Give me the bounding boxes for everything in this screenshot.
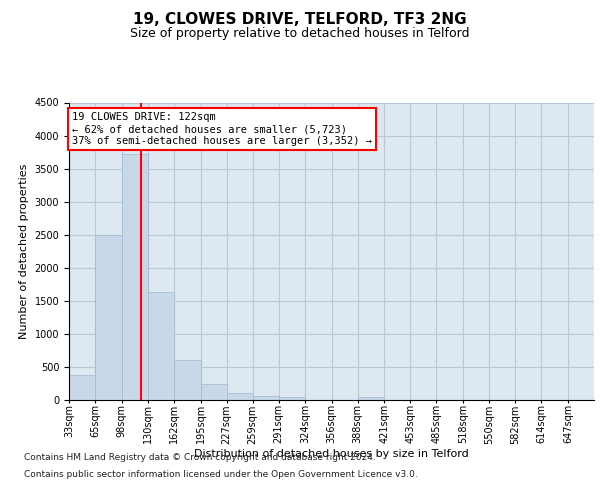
- Bar: [200, 384, 227, 400]
- Text: 19 CLOWES DRIVE: 122sqm
← 62% of detached houses are smaller (5,723)
37% of semi: 19 CLOWES DRIVE: 122sqm ← 62% of detache…: [72, 112, 372, 146]
- Text: Contains HM Land Registry data © Crown copyright and database right 2024.: Contains HM Land Registry data © Crown c…: [24, 452, 376, 462]
- X-axis label: Distribution of detached houses by size in Telford: Distribution of detached houses by size …: [194, 449, 469, 459]
- Bar: [174, 360, 200, 400]
- Bar: [148, 292, 174, 400]
- Bar: [69, 375, 95, 400]
- Y-axis label: Number of detached properties: Number of detached properties: [19, 164, 29, 339]
- Bar: [278, 398, 305, 400]
- Bar: [227, 392, 253, 400]
- Bar: [253, 396, 278, 400]
- Text: Contains public sector information licensed under the Open Government Licence v3: Contains public sector information licen…: [24, 470, 418, 479]
- Text: 19, CLOWES DRIVE, TELFORD, TF3 2NG: 19, CLOWES DRIVE, TELFORD, TF3 2NG: [133, 12, 467, 28]
- Bar: [358, 396, 385, 400]
- Text: Size of property relative to detached houses in Telford: Size of property relative to detached ho…: [130, 28, 470, 40]
- Bar: [122, 154, 148, 400]
- Bar: [95, 234, 122, 400]
